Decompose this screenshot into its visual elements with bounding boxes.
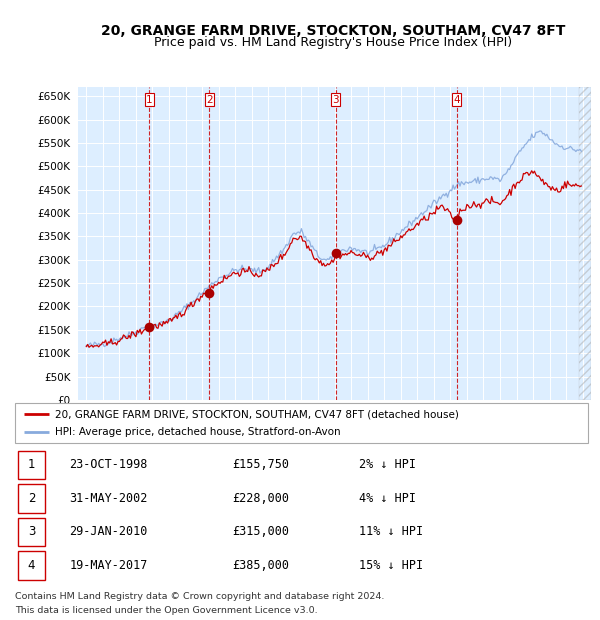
Text: £315,000: £315,000 xyxy=(233,526,290,538)
Text: 4: 4 xyxy=(28,559,35,572)
Text: 15% ↓ HPI: 15% ↓ HPI xyxy=(359,559,423,572)
Text: 2: 2 xyxy=(28,492,35,505)
Text: 3: 3 xyxy=(28,526,35,538)
Text: 23-OCT-1998: 23-OCT-1998 xyxy=(70,459,148,471)
Text: 31-MAY-2002: 31-MAY-2002 xyxy=(70,492,148,505)
Text: 4: 4 xyxy=(454,95,460,105)
Text: 19-MAY-2017: 19-MAY-2017 xyxy=(70,559,148,572)
Text: 4% ↓ HPI: 4% ↓ HPI xyxy=(359,492,416,505)
Text: £385,000: £385,000 xyxy=(233,559,290,572)
Text: 2% ↓ HPI: 2% ↓ HPI xyxy=(359,459,416,471)
Text: 20, GRANGE FARM DRIVE, STOCKTON, SOUTHAM, CV47 8FT (detached house): 20, GRANGE FARM DRIVE, STOCKTON, SOUTHAM… xyxy=(55,409,459,419)
Text: £228,000: £228,000 xyxy=(233,492,290,505)
Bar xyxy=(18,451,46,479)
Text: Contains HM Land Registry data © Crown copyright and database right 2024.: Contains HM Land Registry data © Crown c… xyxy=(15,592,385,601)
Text: 20, GRANGE FARM DRIVE, STOCKTON, SOUTHAM, CV47 8FT: 20, GRANGE FARM DRIVE, STOCKTON, SOUTHAM… xyxy=(101,24,565,38)
Bar xyxy=(18,518,46,546)
Text: 29-JAN-2010: 29-JAN-2010 xyxy=(70,526,148,538)
Text: 1: 1 xyxy=(146,95,152,105)
Bar xyxy=(18,484,46,513)
Text: £155,750: £155,750 xyxy=(233,459,290,471)
Text: 1: 1 xyxy=(28,459,35,471)
Text: This data is licensed under the Open Government Licence v3.0.: This data is licensed under the Open Gov… xyxy=(15,606,317,615)
Bar xyxy=(18,551,46,580)
Text: 3: 3 xyxy=(332,95,339,105)
Text: 11% ↓ HPI: 11% ↓ HPI xyxy=(359,526,423,538)
Text: 2: 2 xyxy=(206,95,212,105)
Text: HPI: Average price, detached house, Stratford-on-Avon: HPI: Average price, detached house, Stra… xyxy=(55,427,341,437)
Text: Price paid vs. HM Land Registry's House Price Index (HPI): Price paid vs. HM Land Registry's House … xyxy=(154,36,512,49)
